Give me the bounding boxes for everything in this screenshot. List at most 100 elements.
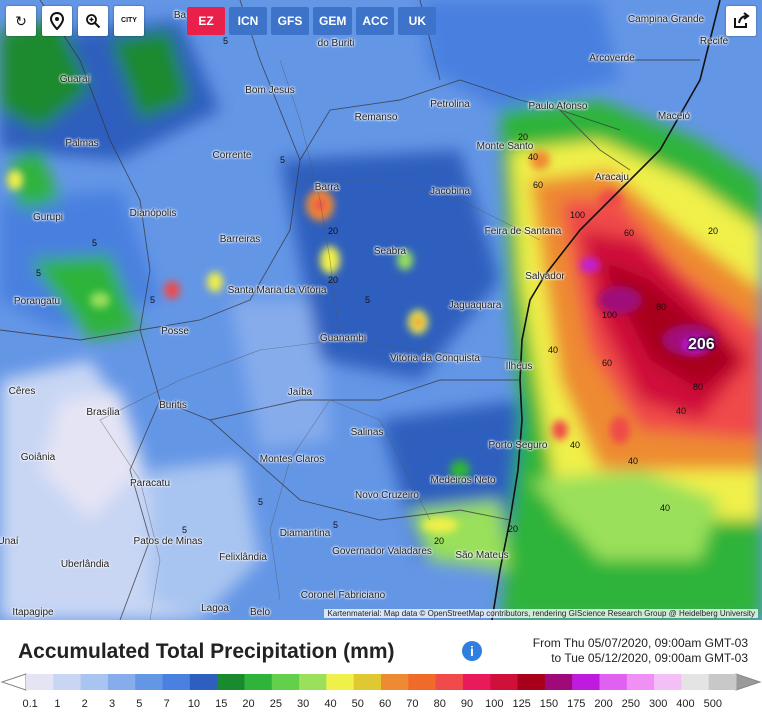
scale-swatch <box>462 674 491 690</box>
city-label: Remanso <box>354 112 398 123</box>
city-label: Jacobina <box>429 186 471 197</box>
scale-swatch <box>626 674 655 690</box>
scale-swatch <box>217 674 245 690</box>
scale-swatch <box>244 674 273 690</box>
city-label: Patos de Minas <box>133 536 203 547</box>
city-label: Brasília <box>86 407 120 418</box>
scale-label: 5 <box>136 698 143 710</box>
scale-swatch <box>708 674 737 690</box>
info-icon: i <box>470 643 474 659</box>
city-label: Gurupi <box>32 212 64 223</box>
scale-arrow-left <box>0 673 27 691</box>
model-tab-gfs[interactable]: GFS <box>271 7 309 35</box>
isoline-label: 20 <box>708 226 719 236</box>
date-to: to Tue 05/12/2020, 09:00am GMT-03 <box>551 651 748 665</box>
scale-swatch <box>189 674 218 690</box>
city-label: Posse <box>161 326 189 337</box>
max-precipitation-label: 206 <box>688 336 715 353</box>
isoline-label: 40 <box>548 345 559 355</box>
scale-label: 1 <box>54 698 61 710</box>
scale-swatch <box>681 674 710 690</box>
city-label: Governador Valadares <box>332 546 432 557</box>
isoline-label: 5 <box>223 36 229 46</box>
city-label: Diamantina <box>279 528 331 539</box>
city-label: Jaíba <box>287 387 313 398</box>
scale-swatch <box>80 674 109 690</box>
isoline-label: 60 <box>624 228 635 238</box>
city-label: Barreiras <box>219 234 261 245</box>
city-label: Guanambi <box>319 333 367 344</box>
scale-swatch <box>599 674 628 690</box>
scale-swatch <box>107 674 136 690</box>
scale-label: 70 <box>406 698 419 710</box>
city-label: Palmas <box>65 138 99 149</box>
city-label: Porto Seguro <box>488 440 548 451</box>
model-tab-icn[interactable]: ICN <box>229 7 267 35</box>
isoline-label: 20 <box>434 536 445 546</box>
zoom-button[interactable] <box>78 6 108 36</box>
map-pin-icon <box>50 12 64 30</box>
city-label: Maceió <box>657 111 691 122</box>
share-button[interactable] <box>726 6 756 36</box>
scale-label: 500 <box>703 698 722 710</box>
isoline-label: 5 <box>258 497 264 507</box>
isoline-label: 100 <box>602 310 618 320</box>
scale-swatch <box>26 674 54 690</box>
city-label: Petrolina <box>430 99 470 110</box>
scale-label: 15 <box>215 698 228 710</box>
scale-swatch <box>435 674 464 690</box>
model-tab-acc[interactable]: ACC <box>356 7 395 35</box>
city-label: Buritis <box>159 400 187 411</box>
city-toggle-label: CITY <box>121 17 137 24</box>
city-label: Jaguaquara <box>448 300 502 311</box>
model-tab-ez[interactable]: EZ <box>187 7 225 35</box>
city-label: Salinas <box>350 427 384 438</box>
city-label: Dianópolis <box>129 208 177 219</box>
isoline-label: 80 <box>693 382 704 392</box>
legend-title: Accumulated Total Precipitation (mm) <box>18 640 395 663</box>
scale-label: 60 <box>378 698 392 710</box>
isoline-label: 40 <box>628 456 639 466</box>
model-tab-gem[interactable]: GEM <box>313 7 353 35</box>
city-label: Goiânia <box>20 452 56 463</box>
model-tabs: EZ ICN GFS GEM ACC UK <box>187 7 437 35</box>
isoline-label: 5 <box>280 155 286 165</box>
precipitation-field <box>0 0 762 620</box>
isoline-label: 100 <box>570 210 586 220</box>
city-label: Lagoa <box>201 603 229 614</box>
model-tab-uk[interactable]: UK <box>398 7 437 35</box>
isoline-label: 40 <box>570 440 581 450</box>
isoline-label: 20 <box>328 275 339 285</box>
scale-swatch <box>135 674 164 690</box>
scale-label: 150 <box>539 698 559 710</box>
scale-swatch <box>271 674 300 690</box>
reload-button[interactable]: ↻ <box>6 6 36 36</box>
city-label: Porangatu <box>13 296 61 307</box>
scale-label: 40 <box>324 698 337 710</box>
isoline-label: 40 <box>660 503 671 513</box>
isoline-label: 5 <box>36 268 42 278</box>
scale-label: 30 <box>297 698 310 710</box>
locate-button[interactable] <box>42 6 72 36</box>
scale-label: 250 <box>621 698 641 710</box>
precipitation-map[interactable]: 5 5 5 5 5 5 5 5 5 20 20 20 20 20 20 40 4… <box>0 0 762 620</box>
isoline-label: 5 <box>365 295 371 305</box>
city-label: Arcoverde <box>589 53 635 64</box>
isoline-label: 40 <box>528 152 539 162</box>
scale-label: 200 <box>594 698 613 710</box>
scale-label: 0.1 <box>22 698 38 710</box>
scale-swatch <box>381 674 409 690</box>
city-label: Paracatu <box>129 478 171 489</box>
info-button[interactable]: i <box>462 641 482 661</box>
city-label: do Buriti <box>317 38 355 49</box>
city-label: São Mateus <box>455 550 509 561</box>
scale-label: 300 <box>648 698 668 710</box>
city-label: Salvador <box>525 271 565 282</box>
scale-swatch <box>517 674 546 690</box>
scale-label: 3 <box>108 698 116 710</box>
city-label: Ba <box>173 10 187 21</box>
city-toggle-button[interactable]: CITY <box>114 6 144 36</box>
scale-swatch <box>408 674 437 690</box>
isoline-label: 40 <box>676 406 687 416</box>
isoline-label: 5 <box>150 295 156 305</box>
